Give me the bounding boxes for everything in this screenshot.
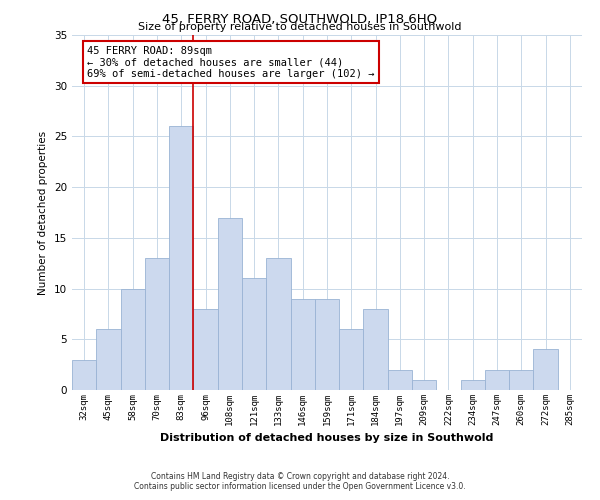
Bar	[193, 309, 218, 390]
Y-axis label: Number of detached properties: Number of detached properties	[38, 130, 49, 294]
Text: Contains HM Land Registry data © Crown copyright and database right 2024.
Contai: Contains HM Land Registry data © Crown c…	[134, 472, 466, 491]
Bar	[266, 258, 290, 390]
Bar	[218, 218, 242, 390]
Bar	[145, 258, 169, 390]
X-axis label: Distribution of detached houses by size in Southwold: Distribution of detached houses by size …	[160, 434, 494, 444]
Text: Size of property relative to detached houses in Southwold: Size of property relative to detached ho…	[138, 22, 462, 32]
Text: 45, FERRY ROAD, SOUTHWOLD, IP18 6HQ: 45, FERRY ROAD, SOUTHWOLD, IP18 6HQ	[163, 12, 437, 26]
Bar	[388, 370, 412, 390]
Bar	[533, 350, 558, 390]
Bar	[461, 380, 485, 390]
Bar	[364, 309, 388, 390]
Text: 45 FERRY ROAD: 89sqm
← 30% of detached houses are smaller (44)
69% of semi-detac: 45 FERRY ROAD: 89sqm ← 30% of detached h…	[88, 46, 375, 79]
Bar	[412, 380, 436, 390]
Bar	[339, 329, 364, 390]
Bar	[121, 288, 145, 390]
Bar	[509, 370, 533, 390]
Bar	[485, 370, 509, 390]
Bar	[96, 329, 121, 390]
Bar	[315, 298, 339, 390]
Bar	[290, 298, 315, 390]
Bar	[169, 126, 193, 390]
Bar	[242, 278, 266, 390]
Bar	[72, 360, 96, 390]
